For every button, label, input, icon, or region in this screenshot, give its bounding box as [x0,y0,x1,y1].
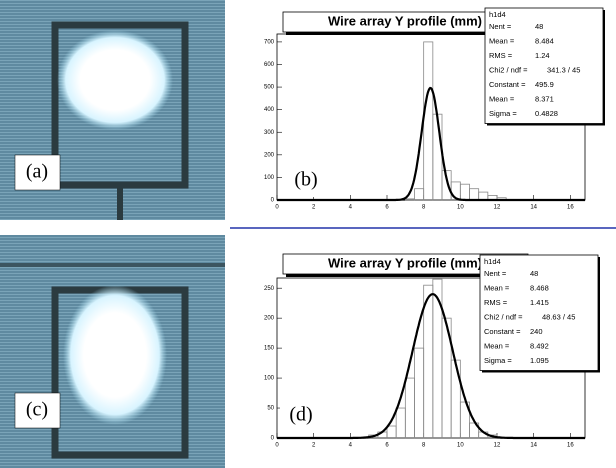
stats-label: Sigma = [484,356,512,365]
stats-value: 1.415 [530,298,549,307]
stats-label: Nent = [484,269,507,278]
x-tick-label: 12 [494,443,501,449]
x-tick-label: 6 [385,205,389,211]
bar [459,401,470,439]
x-tick-label: 8 [422,205,426,211]
y-tick-label: 300 [264,130,275,136]
stats-value: 8.492 [530,341,549,350]
x-tick-label: 10 [457,443,464,449]
fit-curve [277,293,585,440]
chart-title: Wire array Y profile (mm) [328,255,482,270]
stats-value: 0.4828 [535,109,558,118]
stats-value: 8.468 [530,283,549,292]
y-tick-label: 200 [264,316,275,322]
stats-label: Mean = [484,283,510,292]
x-tick-label: 4 [349,443,353,449]
panel-label: (c) [26,399,48,421]
stats-label: Chi2 / ndf = [489,65,528,74]
stats-value: 8.371 [535,94,554,103]
panel-label: (a) [26,161,48,183]
y-tick-label: 250 [264,286,275,292]
stats-label: Mean = [484,341,510,350]
bar [469,422,480,439]
y-tick-label: 0 [271,198,275,204]
stats-box [484,7,604,124]
x-tick-label: 6 [385,443,389,449]
y-tick-label: 150 [264,346,275,352]
x-tick-label: 8 [422,443,426,449]
x-tick-label: 4 [349,205,353,211]
stats-value: 48 [530,269,538,278]
stats-label: Nent = [489,22,512,31]
stats-value: 8.484 [535,36,554,45]
x-tick-label: 12 [494,205,501,211]
stats-label: Mean = [489,36,515,45]
x-tick-label: 0 [275,443,279,449]
stats-value: 48 [535,22,543,31]
y-tick-label: 500 [264,85,275,91]
stats-value: 1.24 [535,51,550,60]
y-tick-label: 0 [271,436,275,442]
panel-label: (b) [294,169,317,191]
y-tick-label: 700 [264,39,275,45]
x-tick-label: 16 [567,205,574,211]
stats-value: 240 [530,327,543,336]
x-tick-label: 14 [530,443,537,449]
y-tick-label: 200 [264,152,275,158]
x-tick-label: 10 [457,205,464,211]
chart-title: Wire array Y profile (mm) [328,13,482,28]
stats-label: RMS = [484,298,508,307]
photo-a: (a) [0,0,225,220]
y-tick-label: 50 [267,406,274,412]
stats-value: 341.3 / 45 [547,65,580,74]
x-tick-label: 2 [312,205,316,211]
stats-label: Constant = [489,80,526,89]
y-tick-label: 400 [264,107,275,113]
y-tick-label: 100 [264,376,275,382]
x-tick-label: 16 [567,443,574,449]
x-tick-label: 2 [312,443,316,449]
stats-value: 495.9 [535,80,554,89]
stats-label: Chi2 / ndf = [484,312,523,321]
panel-label: (d) [289,404,312,426]
x-tick-label: 14 [530,205,537,211]
stats-box [479,254,599,371]
stats-name: h1d4 [489,10,506,19]
stats-label: RMS = [489,51,513,60]
stats-label: Mean = [489,94,515,103]
y-tick-label: 100 [264,175,275,181]
fit-curve [277,86,585,202]
stats-value: 1.095 [530,356,549,365]
panel-label-box [280,400,322,432]
y-tick-label: 600 [264,62,275,68]
panel-label-box [285,165,327,197]
stats-name: h1d4 [484,257,501,266]
photo-c: (c) [0,235,225,468]
stats-value: 48.63 / 45 [542,312,575,321]
stats-label: Sigma = [489,109,517,118]
x-tick-label: 0 [275,205,279,211]
stats-label: Constant = [484,327,521,336]
